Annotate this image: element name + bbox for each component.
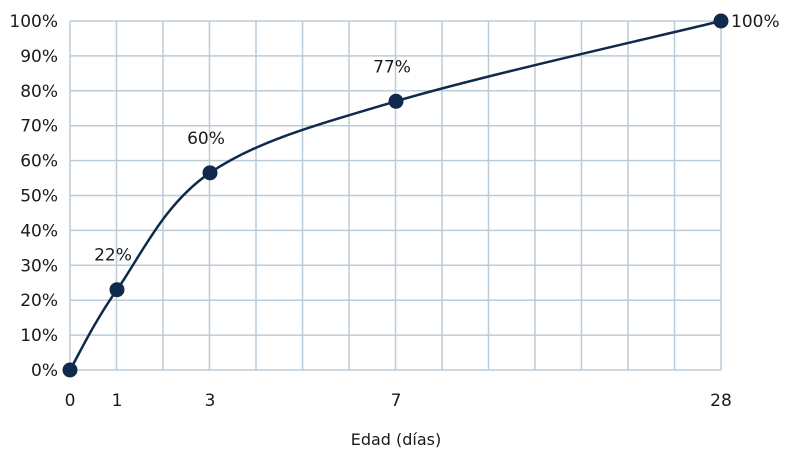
y-tick-label: 60% <box>20 152 58 172</box>
x-tick-label: 28 <box>710 391 732 411</box>
x-tick-label: 1 <box>112 391 123 411</box>
y-tick-label: 20% <box>20 291 58 311</box>
data-point <box>713 13 729 29</box>
y-tick-label: 90% <box>20 47 58 67</box>
data-labels: 22% 60% 77% 100% <box>94 12 780 266</box>
data-label: 100% <box>731 12 780 32</box>
data-point <box>388 93 404 109</box>
data-markers <box>62 13 729 378</box>
y-tick-label: 0% <box>31 361 58 381</box>
x-tick-label: 7 <box>391 391 402 411</box>
y-tick-label: 10% <box>20 326 58 346</box>
y-tick-label: 100% <box>9 12 58 32</box>
y-tick-label: 80% <box>20 82 58 102</box>
data-point <box>109 282 125 298</box>
grid <box>69 20 722 371</box>
x-tick-label: 3 <box>205 391 216 411</box>
y-tick-label: 70% <box>20 117 58 137</box>
data-label: 22% <box>94 246 132 266</box>
y-tick-label: 50% <box>20 187 58 207</box>
data-point <box>62 362 78 378</box>
y-tick-label: 40% <box>20 221 58 241</box>
x-axis-title: Edad (días) <box>351 430 442 449</box>
y-axis-ticks: 0% 10% 20% 30% 40% 50% 60% 70% 80% 90% 100% <box>9 12 58 381</box>
data-label: 60% <box>187 129 225 149</box>
y-tick-label: 30% <box>20 256 58 276</box>
x-axis-ticks: 0 1 3 7 28 <box>65 391 732 411</box>
data-label: 77% <box>373 57 411 77</box>
x-tick-label: 0 <box>65 391 76 411</box>
data-point <box>202 165 218 181</box>
